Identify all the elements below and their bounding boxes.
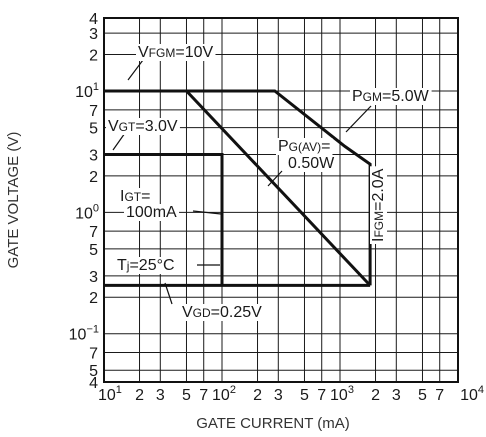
x-tick-label: 5 <box>182 387 191 404</box>
x-tick-label: 7 <box>199 387 208 404</box>
y-tick-label: 3 <box>89 147 98 164</box>
annotation-label: PG(AV)=0.50W <box>276 138 338 172</box>
annotation-label: IFGM=2.0A <box>370 166 387 244</box>
annotation-leader <box>127 59 144 81</box>
y-tick-label: 4 <box>89 375 98 392</box>
annotation-label: IGT=100mA <box>118 188 180 221</box>
series-line-2 <box>104 153 224 286</box>
annotation-text: IFGM=2.0A <box>370 168 387 242</box>
y-tick-label: 7 <box>89 224 98 241</box>
y-tick-label: 10−1 <box>69 324 99 344</box>
x-tick-label: 3 <box>156 387 165 404</box>
x-tick-labels: 101 2 3 5 7 102 2 3 5 7 103 2 3 5 7 104 <box>98 384 484 404</box>
x-tick-label: 5 <box>418 387 427 404</box>
y-tick-label: 5 <box>89 363 98 380</box>
chart-grid <box>103 17 459 383</box>
y-tick-label: 3 <box>89 269 98 286</box>
y-axis-title: GATE VOLTAGE (V) <box>5 132 22 269</box>
annotation-leader <box>345 105 372 133</box>
series-line-4 <box>185 89 372 287</box>
y-tick-label: 7 <box>89 103 98 120</box>
annotation-leader <box>112 132 126 151</box>
annotation-text: VGT=3.0V <box>108 118 178 135</box>
plot-frame <box>103 17 459 383</box>
y-tick-label: 2 <box>89 48 98 65</box>
annotation-text: PG(AV)= <box>278 138 330 155</box>
y-tick-label: 3 <box>89 26 98 43</box>
annotation-text-line2: 0.50W <box>288 155 335 172</box>
y-tick-label: 5 <box>89 242 98 259</box>
y-tick-label: 2 <box>89 290 98 307</box>
x-tick-label: 3 <box>392 387 401 404</box>
annotation-leader <box>192 210 222 215</box>
x-tick-label: 103 <box>330 384 354 404</box>
annotation-text: PGM=5.0W <box>352 88 430 105</box>
y-tick-label: 5 <box>89 121 98 138</box>
annotation-text: Tj=25°C <box>117 257 175 274</box>
x-tick-label: 102 <box>212 384 236 404</box>
x-tick-label: 2 <box>253 387 262 404</box>
annotation-text: VFGM=10V <box>138 44 213 61</box>
x-tick-label: 3 <box>274 387 283 404</box>
y-tick-label: 2 <box>89 169 98 186</box>
annotations: VFGM=10V PGM=5.0W VGT=3.0V PG(AV)=0.50W IGT=… <box>106 44 432 321</box>
annotation-label: VGD=0.25V <box>180 304 265 321</box>
y-tick-label: 4 <box>89 11 98 28</box>
chart-frame <box>103 17 459 383</box>
annotation-text: VGD=0.25V <box>182 304 262 321</box>
x-tick-label: 5 <box>300 387 309 404</box>
annotation-leader <box>164 282 173 305</box>
annotation-label: PGM=5.0W <box>350 88 432 105</box>
x-axis-title: GATE CURRENT (mA) <box>196 415 350 432</box>
annotation-leader <box>267 170 283 187</box>
x-tick-label: 104 <box>460 384 484 404</box>
annotation-text: IGT= <box>120 188 150 205</box>
y-tick-label: 7 <box>89 346 98 363</box>
annotation-label: Tj=25°C <box>115 257 177 274</box>
x-tick-label: 7 <box>317 387 326 404</box>
x-tick-label: 2 <box>371 387 380 404</box>
annotation-label: VGT=3.0V <box>106 118 180 135</box>
y-tick-label: 100 <box>75 202 99 222</box>
x-tick-label: 7 <box>435 387 444 404</box>
annotation-text-line2: 100mA <box>126 204 177 221</box>
x-tick-label: 2 <box>135 387 144 404</box>
annotation-label: VFGM=10V <box>136 44 216 61</box>
x-tick-label: 101 <box>98 384 122 404</box>
y-tick-label: 101 <box>75 81 99 101</box>
